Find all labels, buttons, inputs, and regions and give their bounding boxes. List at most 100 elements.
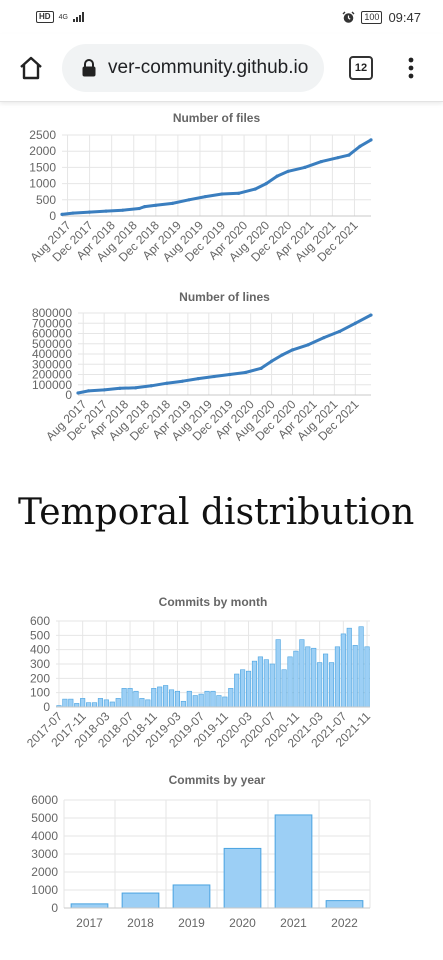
bar	[97, 698, 103, 708]
bar	[121, 892, 160, 909]
bar	[340, 633, 346, 708]
menu-button[interactable]	[391, 34, 431, 102]
bar	[281, 669, 287, 708]
bar	[80, 698, 86, 708]
bar	[172, 884, 211, 909]
bar	[334, 646, 340, 708]
y-tick-label: 2500	[29, 128, 56, 142]
y-tick-label: 100	[30, 686, 50, 700]
data-point	[275, 174, 279, 178]
y-tick-label: 1000	[31, 883, 58, 897]
data-point	[87, 210, 92, 214]
data-point	[60, 212, 64, 216]
data-point	[286, 169, 290, 173]
tab-count: 12	[349, 55, 373, 80]
y-tick-label: 100000	[32, 378, 72, 392]
data-point	[170, 201, 174, 205]
bar	[139, 698, 145, 708]
status-right: 100 09:47	[342, 10, 421, 25]
y-tick-label: 300000	[32, 357, 72, 371]
bar	[70, 903, 109, 909]
bar	[216, 695, 222, 708]
bar	[305, 646, 311, 708]
bar	[352, 645, 358, 708]
data-point	[196, 377, 200, 381]
y-tick-label: 4000	[31, 829, 58, 843]
data-point	[336, 156, 340, 160]
data-point	[220, 192, 224, 196]
status-bar: HD 4G 100 09:47	[0, 0, 443, 34]
y-tick-label: 800000	[32, 306, 72, 320]
data-point	[228, 372, 232, 377]
data-point	[369, 138, 373, 142]
chart-title: Number of files	[173, 111, 261, 125]
data-point	[181, 379, 185, 383]
bar	[263, 659, 269, 708]
data-point	[347, 153, 351, 157]
data-point	[243, 370, 248, 375]
network-label: 4G	[58, 13, 68, 21]
data-point	[76, 391, 80, 395]
y-tick-label: 6000	[31, 793, 58, 807]
data-point	[165, 381, 169, 385]
bar	[109, 701, 115, 708]
bar	[174, 690, 181, 708]
y-tick-label: 200	[30, 671, 50, 685]
data-point	[149, 384, 153, 388]
y-tick-label: 300	[30, 657, 50, 671]
address-bar[interactable]: ver-community.github.io	[62, 43, 324, 92]
data-point	[280, 353, 284, 357]
y-tick-label: 0	[65, 388, 72, 402]
data-point	[253, 187, 257, 191]
bar	[364, 646, 370, 708]
battery-icon: 100	[361, 10, 383, 24]
bar	[293, 650, 299, 708]
data-point	[353, 321, 357, 325]
y-tick-label: 500000	[32, 337, 72, 351]
bar	[204, 690, 210, 708]
data-point	[104, 209, 108, 213]
y-tick-label: 0	[49, 209, 56, 223]
data-point	[212, 374, 216, 379]
menu-icon	[408, 57, 414, 78]
data-point	[118, 386, 122, 390]
data-point	[369, 313, 373, 317]
bar	[245, 670, 252, 708]
bar	[145, 699, 151, 708]
y-tick-label: 600000	[32, 327, 72, 341]
bar	[198, 693, 204, 708]
bar	[257, 656, 263, 708]
y-tick-label: 400	[30, 643, 50, 657]
bar	[192, 695, 198, 708]
tab-switcher-button[interactable]: 12	[331, 34, 391, 102]
x-tick-label: 2022	[331, 916, 358, 930]
data-point	[290, 348, 295, 352]
bar	[121, 688, 127, 708]
y-tick-label: 500	[30, 628, 50, 642]
y-tick-label: 0	[51, 901, 58, 915]
y-tick-label: 0	[43, 700, 50, 714]
bar	[287, 656, 293, 708]
bar	[325, 900, 364, 909]
chart-title: Commits by month	[159, 595, 268, 609]
data-point	[187, 198, 191, 202]
signal-icon	[72, 12, 84, 22]
bar	[222, 696, 228, 708]
bar	[163, 685, 169, 708]
bar	[274, 814, 313, 909]
y-tick-label: 200000	[32, 368, 72, 382]
hd-badge: HD	[36, 11, 54, 23]
home-button[interactable]	[0, 34, 62, 102]
bar	[168, 689, 175, 708]
bar	[68, 698, 74, 708]
bar	[358, 626, 364, 708]
y-tick-label: 400000	[32, 347, 72, 361]
bar	[328, 662, 335, 708]
bar	[234, 673, 240, 708]
bar	[186, 690, 192, 708]
y-tick-label: 2000	[31, 865, 58, 879]
bar	[115, 698, 121, 708]
bar	[311, 647, 317, 708]
bar	[275, 639, 281, 708]
